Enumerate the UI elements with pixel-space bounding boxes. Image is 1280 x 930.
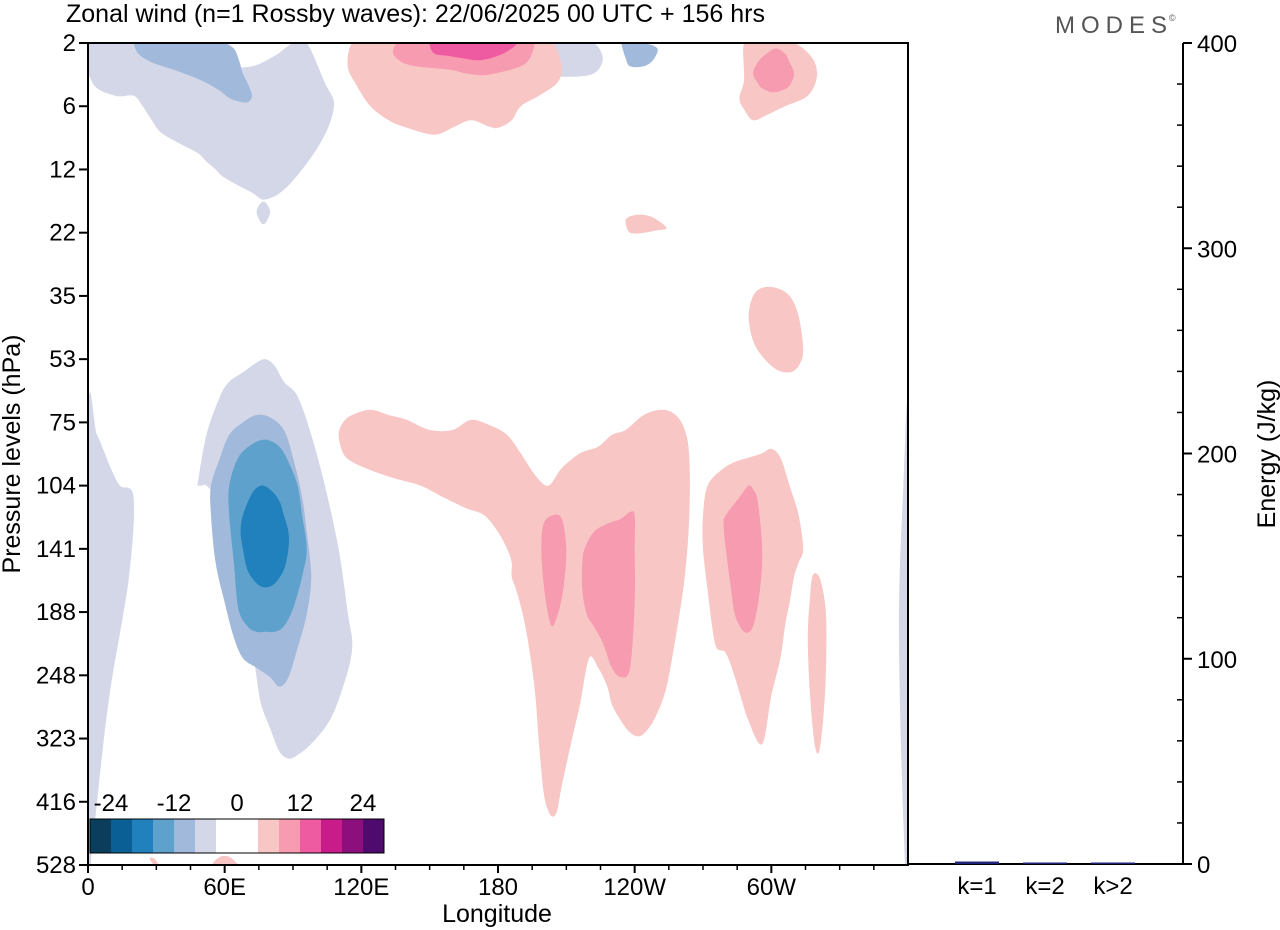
y-tick-label: 104 <box>36 473 76 500</box>
energy-tick-label: 0 <box>1197 852 1210 879</box>
positive-contour-region-1 <box>807 573 827 754</box>
x-tick-label: 180 <box>478 874 518 901</box>
energy-bar <box>1023 862 1067 864</box>
positive-contour-region-2 <box>753 48 795 93</box>
negative-contour-region-2 <box>621 43 658 68</box>
colorbar-swatch <box>111 819 132 853</box>
y-tick-label: 188 <box>36 599 76 626</box>
y-tick-label: 53 <box>49 346 76 373</box>
positive-contour-region-1 <box>338 409 690 817</box>
y-tick-label: 323 <box>36 726 76 753</box>
y-tick-label: 22 <box>49 220 76 247</box>
colorbar-swatch <box>363 819 384 853</box>
colorbar-swatch <box>90 819 111 853</box>
colorbar-swatch <box>342 819 363 853</box>
y-tick-label: 12 <box>49 156 76 183</box>
y-tick-label: 35 <box>49 283 76 310</box>
y-tick-label: 2 <box>63 30 76 57</box>
y-tick-label: 528 <box>36 852 76 879</box>
negative-contour-region-1 <box>898 401 908 865</box>
colorbar-swatch <box>153 819 174 853</box>
y-axis-label: Pressure levels (hPa) <box>0 335 26 574</box>
energy-category-label: k=1 <box>957 873 996 900</box>
energy-bar <box>1091 862 1135 864</box>
energy-panel: 0 100 200 300 400 k=1 k=2 k>2 <box>908 31 1237 900</box>
positive-contour-region-2 <box>541 514 567 627</box>
colorbar-swatch <box>321 819 342 853</box>
chart-title: Zonal wind (n=1 Rossby waves): 22/06/202… <box>66 0 765 28</box>
x-tick-label: 60E <box>203 874 246 901</box>
energy-tick-label: 100 <box>1197 647 1237 674</box>
x-tick-label: 60W <box>747 874 797 901</box>
brand-logo: MODES© <box>1055 12 1182 39</box>
contour-frame <box>87 42 909 866</box>
colorbar-tick-label: -24 <box>94 790 129 817</box>
y-tick-label: 141 <box>36 536 76 563</box>
x-axis-label: Longitude <box>442 900 552 928</box>
negative-contour-region-1 <box>88 43 335 200</box>
positive-contour-region-1 <box>748 286 804 373</box>
energy-axis-label: Energy (J/kg) <box>1253 380 1280 529</box>
colorbar-tick-label: -12 <box>157 790 192 817</box>
colorbar-tick-label: 0 <box>230 790 243 817</box>
energy-tick-label: 300 <box>1197 236 1237 263</box>
colorbar-swatch <box>174 819 195 853</box>
colorbar-swatch <box>237 819 258 853</box>
colorbar: -24 -12 0 12 24 <box>89 790 385 854</box>
colorbar-swatch <box>195 819 216 853</box>
positive-contour-region-1 <box>149 857 159 865</box>
brand-name: MODES <box>1055 12 1173 39</box>
energy-bar <box>955 861 999 864</box>
positive-contour-region-3 <box>429 43 517 61</box>
colorbar-tick-label: 12 <box>287 790 314 817</box>
colorbar-swatch <box>258 819 279 853</box>
x-tick-label: 120E <box>333 874 389 901</box>
x-tick-label: 120W <box>603 874 666 901</box>
energy-category-label: k=2 <box>1025 873 1064 900</box>
x-tick-label: 0 <box>81 874 94 901</box>
negative-contour-region-1 <box>256 201 271 225</box>
y-tick-label: 6 <box>63 93 76 120</box>
x-axis: 0 60E 120E 180 120W 60W <box>81 865 875 901</box>
contour-panel: -24 -12 0 12 24 0 60E 120E 180 120W 60W 2 6 12 22 35 5… <box>36 30 909 901</box>
colorbar-frame <box>89 818 385 854</box>
colorbar-swatch <box>279 819 300 853</box>
negative-contour-region-4 <box>240 485 289 588</box>
brand-mark: © <box>1169 13 1182 23</box>
energy-tick-label: 400 <box>1197 31 1237 58</box>
positive-contour-region-2 <box>581 511 636 678</box>
y-tick-label: 248 <box>36 662 76 689</box>
y-tick-label: 416 <box>36 789 76 816</box>
colorbar-swatch <box>132 819 153 853</box>
colorbar-swatch <box>216 819 237 853</box>
colorbar-tick-label: 24 <box>350 790 377 817</box>
colorbar-swatch <box>300 819 321 853</box>
positive-contour-region-1 <box>625 214 667 234</box>
positive-contour-region-1 <box>212 855 239 865</box>
energy-tick-label: 200 <box>1197 442 1237 469</box>
y-axis: 2 6 12 22 35 53 75 104 141 188 248 323 416 528 <box>36 30 88 879</box>
positive-contour-region-2 <box>723 485 763 633</box>
y-tick-label: 75 <box>49 409 76 436</box>
contour-regions <box>88 43 908 865</box>
energy-category-label: k>2 <box>1093 873 1132 900</box>
negative-contour-region-1 <box>88 391 135 865</box>
negative-contour-region-2 <box>133 43 252 103</box>
